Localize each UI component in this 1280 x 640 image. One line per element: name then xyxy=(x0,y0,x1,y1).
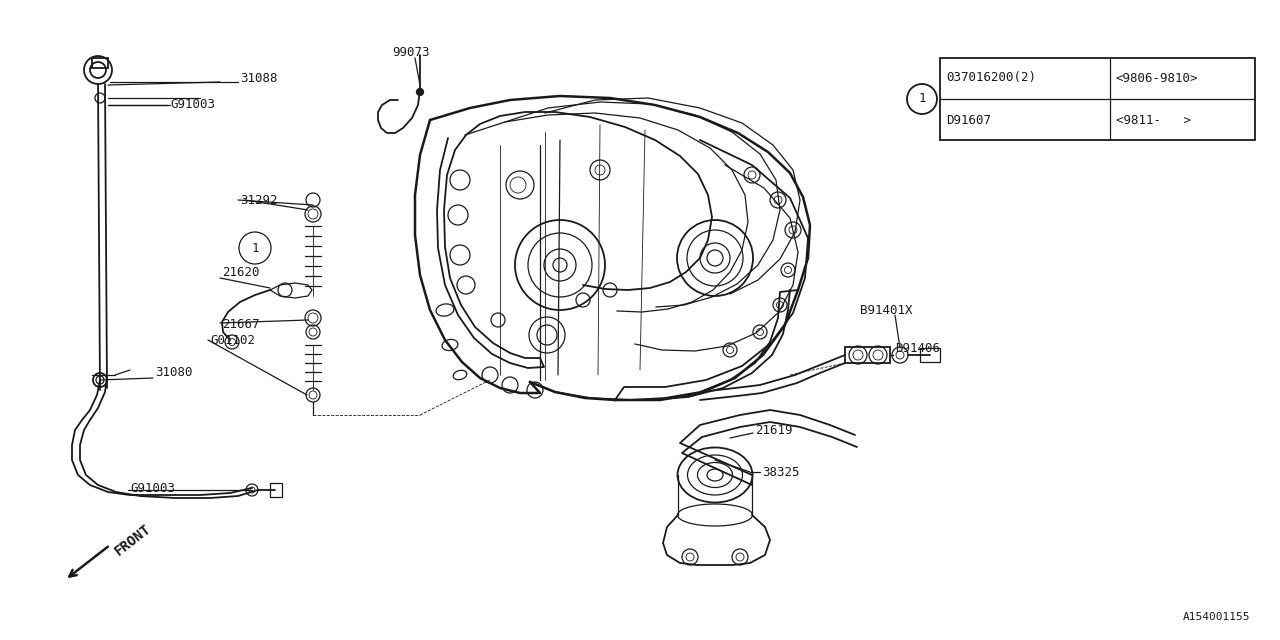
Text: 21667: 21667 xyxy=(221,319,260,332)
Text: FRONT: FRONT xyxy=(113,522,154,559)
Text: 99073: 99073 xyxy=(392,45,430,58)
Text: 21620: 21620 xyxy=(221,266,260,278)
Bar xyxy=(920,348,940,362)
Bar xyxy=(940,58,1254,140)
Circle shape xyxy=(416,88,424,95)
Text: 1: 1 xyxy=(918,93,925,106)
Text: 31080: 31080 xyxy=(155,365,192,378)
Text: A154001155: A154001155 xyxy=(1183,612,1251,622)
Bar xyxy=(92,58,108,68)
Text: D91406: D91406 xyxy=(895,342,940,355)
Text: 38325: 38325 xyxy=(762,465,800,479)
Text: 31292: 31292 xyxy=(241,193,278,207)
Text: 31088: 31088 xyxy=(241,72,278,84)
Text: 21619: 21619 xyxy=(755,424,792,436)
Text: G91003: G91003 xyxy=(170,99,215,111)
Text: 037016200(2): 037016200(2) xyxy=(946,72,1036,84)
Text: G01102: G01102 xyxy=(210,333,255,346)
Text: 1: 1 xyxy=(251,241,259,255)
Text: <9811-   >: <9811- > xyxy=(1116,113,1190,127)
Bar xyxy=(845,347,890,363)
Text: G91003: G91003 xyxy=(131,481,175,495)
Text: B91401X: B91401X xyxy=(860,303,913,317)
Text: <9806-9810>: <9806-9810> xyxy=(1116,72,1198,84)
Text: D91607: D91607 xyxy=(946,113,991,127)
Bar xyxy=(270,483,282,497)
